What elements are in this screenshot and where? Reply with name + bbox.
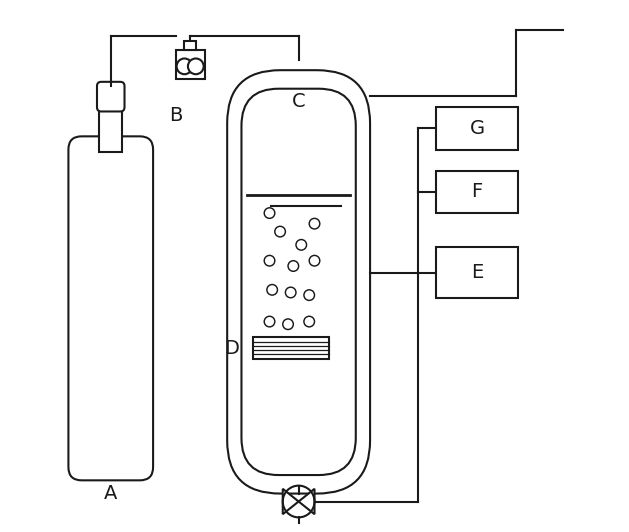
Circle shape	[286, 287, 296, 298]
Circle shape	[288, 261, 299, 271]
Circle shape	[309, 218, 320, 229]
Circle shape	[264, 255, 275, 266]
Circle shape	[264, 317, 275, 327]
Text: A: A	[104, 484, 118, 503]
Polygon shape	[283, 489, 299, 514]
Text: C: C	[292, 93, 306, 111]
Circle shape	[177, 59, 192, 74]
Bar	[175, 51, 204, 79]
Circle shape	[275, 226, 286, 237]
Circle shape	[283, 319, 293, 329]
FancyBboxPatch shape	[227, 70, 370, 494]
Bar	[437, 107, 518, 149]
FancyBboxPatch shape	[242, 89, 356, 475]
Circle shape	[267, 285, 277, 295]
Circle shape	[188, 59, 204, 74]
FancyBboxPatch shape	[97, 82, 125, 112]
Bar	[437, 171, 518, 213]
Circle shape	[304, 290, 314, 301]
Text: E: E	[471, 263, 483, 282]
Text: D: D	[224, 338, 239, 358]
Bar	[437, 247, 518, 298]
Circle shape	[304, 317, 314, 327]
Text: G: G	[470, 119, 485, 138]
Text: F: F	[472, 182, 483, 202]
Bar	[253, 337, 329, 359]
Bar	[184, 41, 196, 51]
Polygon shape	[299, 489, 314, 514]
Bar	[99, 107, 123, 152]
Text: B: B	[169, 106, 182, 124]
Circle shape	[309, 255, 320, 266]
FancyBboxPatch shape	[69, 136, 153, 480]
Circle shape	[296, 239, 306, 250]
Circle shape	[264, 208, 275, 218]
